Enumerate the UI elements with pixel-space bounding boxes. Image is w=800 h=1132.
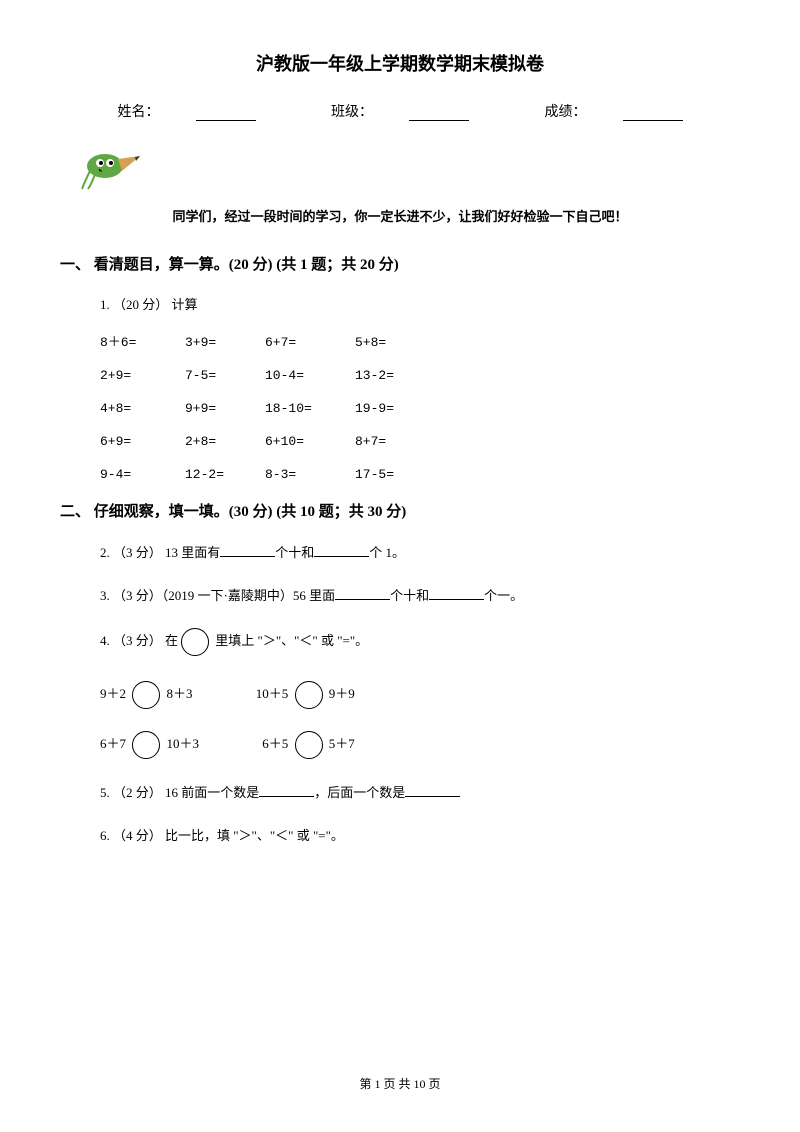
q2-text-a: 2. （3 分） 13 里面有	[100, 545, 220, 560]
circle-blank	[295, 681, 323, 709]
q4-text-b: 里填上 "＞"、"＜" 或 "="。	[212, 633, 368, 648]
q3: 3. （3 分）（2019 一下·嘉陵期中）56 里面 个十和 个一。	[100, 584, 740, 607]
q2-text-b: 个十和	[275, 545, 314, 560]
q6: 6. （4 分） 比一比，填 "＞"、"＜" 或 "="。	[100, 824, 740, 847]
q2-blank1	[220, 544, 275, 557]
score-blank	[623, 107, 683, 121]
name-label: 姓名：	[118, 105, 160, 120]
calc-row: 9-4=12-2=8-3=17-5=	[100, 467, 740, 482]
calc-row: 4+8=9+9=18-10=19-9=	[100, 401, 740, 416]
intro-text: 同学们，经过一段时间的学习，你一定长进不少，让我们好好检验一下自己吧！	[60, 206, 740, 225]
section2-title: 二、 仔细观察，填一填。(30 分) (共 10 题；共 30 分)	[60, 500, 740, 521]
q3-blank2	[429, 587, 484, 600]
calc-cell: 2+9=	[100, 368, 185, 383]
calc-cell: 8+7=	[355, 434, 435, 449]
q4: 4. （3 分） 在 里填上 "＞"、"＜" 或 "="。	[100, 628, 740, 656]
calc-cell: 6+10=	[265, 434, 355, 449]
q3-blank1	[335, 587, 390, 600]
q3-text-c: 个一。	[484, 588, 523, 603]
circle-blank	[132, 731, 160, 759]
info-row: 姓名： 班级： 成绩：	[60, 101, 740, 121]
q3-text-b: 个十和	[390, 588, 429, 603]
pencil-icon	[80, 141, 740, 196]
q5-blank1	[259, 784, 314, 797]
circle-blank	[295, 731, 323, 759]
calc-cell: 17-5=	[355, 467, 435, 482]
calc-cell: 6+9=	[100, 434, 185, 449]
cmp4-r: 5＋7	[329, 736, 355, 751]
calc-row: 6+9=2+8=6+10=8+7=	[100, 434, 740, 449]
cmp3-l: 6＋7	[100, 736, 126, 751]
calc-row: 8＋6=3+9=6+7=5+8=	[100, 331, 740, 350]
calc-cell: 9+9=	[185, 401, 265, 416]
circle-blank	[132, 681, 160, 709]
compare-row2: 6＋7 10＋3 6＋5 5＋7	[100, 731, 740, 759]
q1-head: 1. （20 分） 计算	[100, 294, 740, 313]
cmp2-l: 10＋5	[256, 686, 289, 701]
calc-cell: 4+8=	[100, 401, 185, 416]
score-label: 成绩：	[545, 105, 587, 120]
q4-text-a: 4. （3 分） 在	[100, 633, 178, 648]
calc-cell: 13-2=	[355, 368, 435, 383]
calc-cell: 12-2=	[185, 467, 265, 482]
class-blank	[409, 107, 469, 121]
cmp4-l: 6＋5	[262, 736, 288, 751]
calc-row: 2+9=7-5=10-4=13-2=	[100, 368, 740, 383]
compare-row1: 9＋2 8＋3 10＋5 9＋9	[100, 681, 740, 709]
calc-cell: 9-4=	[100, 467, 185, 482]
circle-blank	[181, 628, 209, 656]
q5-text-a: 5. （2 分） 16 前面一个数是	[100, 785, 259, 800]
section2-content: 2. （3 分） 13 里面有个十和个 1。 3. （3 分）（2019 一下·…	[60, 541, 740, 848]
calc-cell: 5+8=	[355, 335, 435, 350]
calc-cell: 19-9=	[355, 401, 435, 416]
q2: 2. （3 分） 13 里面有 个十和 个 1。	[100, 541, 740, 564]
calc-cell: 7-5=	[185, 368, 265, 383]
calc-cell: 18-10=	[265, 401, 355, 416]
cmp1-l: 9＋2	[100, 686, 126, 701]
calc-cell: 8-3=	[265, 467, 355, 482]
page-title: 沪教版一年级上学期数学期末模拟卷	[60, 50, 740, 76]
q2-blank2	[314, 544, 369, 557]
calc-cell: 2+8=	[185, 434, 265, 449]
cmp1-r: 8＋3	[167, 686, 193, 701]
calc-cell: 10-4=	[265, 368, 355, 383]
q5-blank2	[405, 784, 460, 797]
calc-cell: 8＋6=	[100, 331, 185, 350]
page-footer: 第 1 页 共 10 页	[0, 1075, 800, 1092]
q2-text-c: 个 1。	[369, 545, 405, 560]
cmp3-r: 10＋3	[167, 736, 200, 751]
section1-content: 1. （20 分） 计算 8＋6=3+9=6+7=5+8= 2+9=7-5=10-…	[60, 294, 740, 482]
class-label: 班级：	[331, 105, 373, 120]
calc-cell: 6+7=	[265, 335, 355, 350]
section1-title: 一、 看清题目，算一算。(20 分) (共 1 题；共 20 分)	[60, 253, 740, 274]
q3-text-a: 3. （3 分）（2019 一下·嘉陵期中）56 里面	[100, 588, 335, 603]
cmp2-r: 9＋9	[329, 686, 355, 701]
name-blank	[196, 107, 256, 121]
calc-cell: 3+9=	[185, 335, 265, 350]
q5-text-b: ，后面一个数是	[314, 785, 405, 800]
q5: 5. （2 分） 16 前面一个数是 ，后面一个数是	[100, 781, 740, 804]
